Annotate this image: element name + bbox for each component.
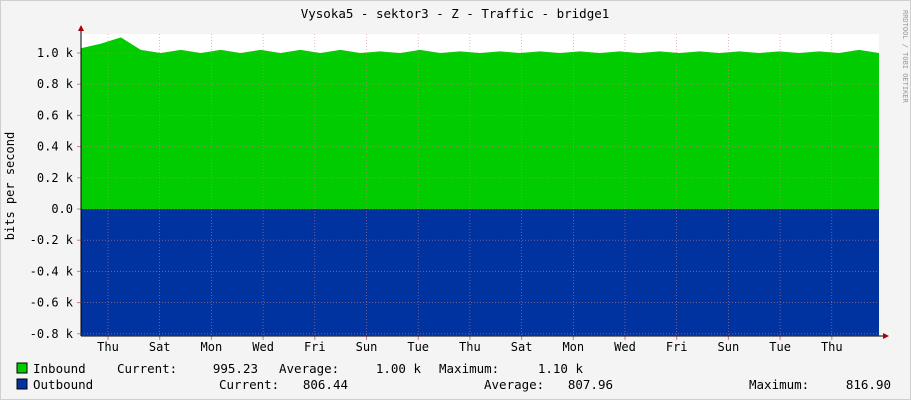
- x-tick-label: Tue: [769, 340, 791, 354]
- y-tick-label: 0.8 k: [37, 77, 74, 91]
- legend-outbound-average-label: Average:: [484, 377, 544, 392]
- inbound-area: [81, 37, 879, 210]
- x-tick-label: Mon: [201, 340, 223, 354]
- x-tick-label: Tue: [407, 340, 429, 354]
- legend-outbound-maximum-value: 816.90: [846, 377, 891, 392]
- legend-outbound-current-value: 806.44: [303, 377, 348, 392]
- chart-title: Vysoka5 - sektor3 - Z - Traffic - bridge…: [301, 6, 610, 21]
- legend-inbound-current-label: Current:: [117, 361, 177, 376]
- x-tick-label: Wed: [252, 340, 274, 354]
- legend-inbound-current-value: 995.23: [213, 361, 258, 376]
- x-tick-label: Sat: [149, 340, 171, 354]
- y-tick-label: -0.4 k: [30, 264, 74, 278]
- legend-swatch-outbound: [16, 378, 28, 390]
- legend-inbound-name: Inbound: [33, 361, 86, 376]
- legend-inbound-maximum-value: 1.10 k: [538, 361, 584, 376]
- legend-inbound-average-value: 1.00 k: [376, 361, 422, 376]
- x-tick-label: Wed: [614, 340, 636, 354]
- y-axis-arrow: [78, 25, 84, 31]
- legend-outbound-average-value: 807.96: [568, 377, 613, 392]
- legend-outbound-current-label: Current:: [219, 377, 279, 392]
- y-tick-label: 0.4 k: [37, 140, 74, 154]
- legend-swatch-inbound: [16, 362, 28, 374]
- y-tick-label: 0.6 k: [37, 108, 74, 122]
- x-tick-label: Thu: [459, 340, 481, 354]
- x-tick-label: Fri: [304, 340, 326, 354]
- x-tick-label: Thu: [97, 340, 119, 354]
- legend-inbound-maximum-label: Maximum:: [439, 361, 499, 376]
- y-tick-label: 0.2 k: [37, 171, 74, 185]
- legend: Inbound Current: 995.23 Average: 1.00 k Maxim…: [16, 361, 891, 392]
- x-tick-label: Fri: [666, 340, 688, 354]
- x-tick-label: Thu: [821, 340, 843, 354]
- y-axis-label: bits per second: [3, 132, 17, 240]
- x-tick-label: Mon: [562, 340, 584, 354]
- x-tick-label: Sat: [511, 340, 533, 354]
- plot-area: 1.0 k 0.8 k 0.6 k 0.4 k 0.2 k 0.0 -0.2 k -0.4 k…: [30, 25, 889, 354]
- x-axis-arrow: [883, 333, 889, 339]
- rrdtool-watermark: RRDTOOL / TOBI OETIKER: [901, 10, 909, 104]
- x-tick-label: Sun: [356, 340, 378, 354]
- y-tick-label: -0.2 k: [30, 233, 74, 247]
- legend-outbound-name: Outbound: [33, 377, 93, 392]
- y-tick-label: -0.6 k: [30, 296, 74, 310]
- y-tick-label: 1.0 k: [37, 46, 74, 60]
- x-tick-label: Sun: [718, 340, 740, 354]
- y-tick-label: -0.8 k: [30, 327, 74, 341]
- legend-inbound-average-label: Average:: [279, 361, 339, 376]
- y-tick-label: 0.0: [51, 202, 73, 216]
- outbound-area: [81, 209, 879, 336]
- legend-outbound-maximum-label: Maximum:: [749, 377, 809, 392]
